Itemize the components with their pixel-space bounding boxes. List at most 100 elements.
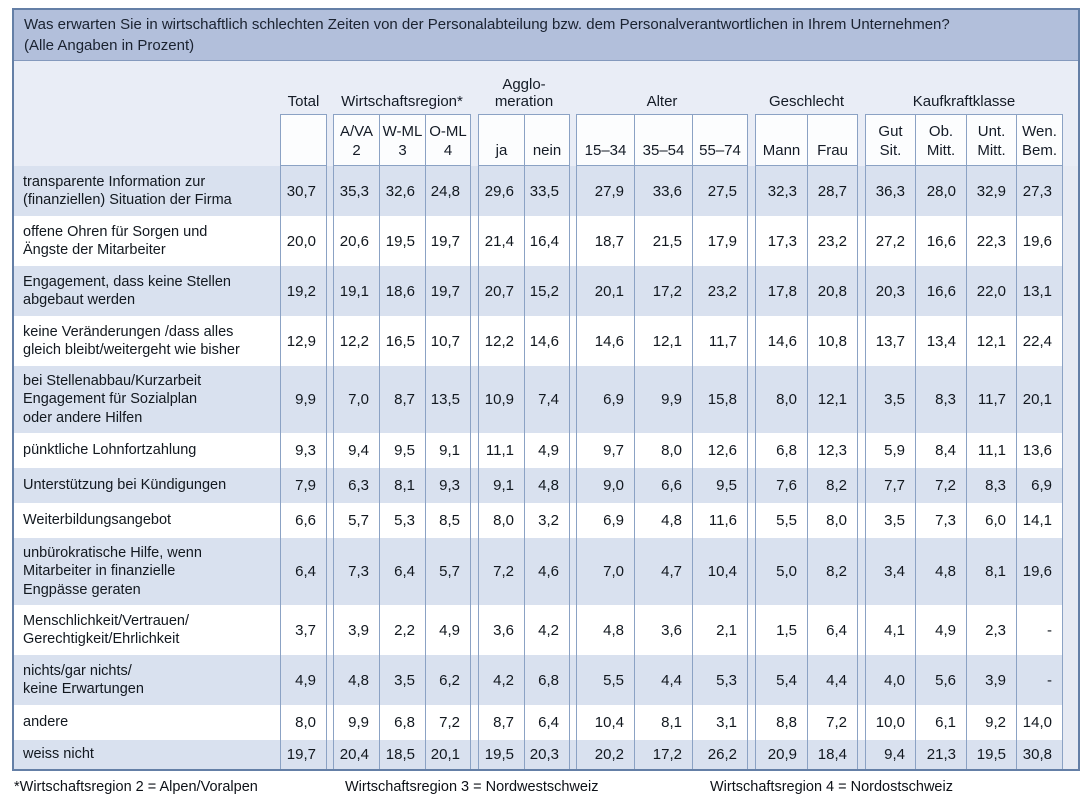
table-row: keine Veränderungen /dass alles gleich b… — [14, 316, 1078, 366]
value-cell: 5,4 — [755, 655, 807, 705]
value-cell: 5,9 — [865, 433, 915, 468]
value-cell: 19,7 — [425, 266, 471, 316]
value-cell: 20,9 — [755, 740, 807, 769]
value-cell: 6,9 — [576, 503, 634, 538]
value-cell: 36,3 — [865, 166, 915, 216]
row-label: unbürokratische Hilfe, wenn Mitarbeiter … — [23, 544, 202, 598]
table-row: pünktliche Lohnfortzahlung 9,3 9,4 9,5 9,1 11… — [14, 433, 1078, 468]
value-cell: 6,0 — [966, 503, 1016, 538]
value-cell: 17,3 — [755, 216, 807, 266]
value-cell: 8,1 — [966, 538, 1016, 605]
table-row: Engagement, dass keine Stellen abgebaut … — [14, 266, 1078, 316]
footnotes: *Wirtschaftsregion 2 = Alpen/Voralpen Wi… — [0, 779, 1082, 801]
value-cell: 6,9 — [1016, 468, 1063, 503]
right-filler-strip — [1063, 605, 1078, 655]
value-cell: 19,7 — [425, 216, 471, 266]
value-cell: 11,6 — [692, 503, 748, 538]
footnote-region4: Wirtschaftsregion 4 = Nordostschweiz — [710, 779, 953, 795]
right-filler-strip — [1063, 266, 1078, 316]
row-label: andere — [23, 714, 69, 731]
value-cell: 3,4 — [865, 538, 915, 605]
value-cell: 6,8 — [524, 655, 570, 705]
column-header-cell — [280, 114, 327, 166]
value-cell: 20,7 — [478, 266, 524, 316]
value-cell: 9,4 — [865, 740, 915, 769]
value-cell: 20,2 — [576, 740, 634, 769]
value-cell: 8,0 — [755, 366, 807, 433]
value-cell: 7,4 — [524, 366, 570, 433]
value-cell: 32,3 — [755, 166, 807, 216]
value-cell: 4,4 — [634, 655, 692, 705]
value-cell: 4,9 — [524, 433, 570, 468]
value-cell: 22,3 — [966, 216, 1016, 266]
value-cell: 11,7 — [692, 316, 748, 366]
value-cell: 7,2 — [425, 705, 471, 740]
right-filler-strip — [1063, 433, 1078, 468]
value-cell: 15,8 — [692, 366, 748, 433]
column-subheader-row: A/VA 2 W-ML 3 O-ML 4 ja nein 15–34 35–54 55–74 M… — [14, 114, 1078, 166]
value-cell: 27,9 — [576, 166, 634, 216]
value-cell: 10,7 — [425, 316, 471, 366]
column-group-label: Geschlecht — [768, 93, 845, 111]
right-filler-strip — [1063, 166, 1078, 216]
table-row: nichts/gar nichts/ keine Erwartungen 4,9 4… — [14, 655, 1078, 705]
table-row: bei Stellenabbau/Kurzarbeit Engagement f… — [14, 366, 1078, 433]
value-cell: 3,7 — [280, 605, 327, 655]
row-label: bei Stellenabbau/Kurzarbeit Engagement f… — [23, 372, 202, 426]
table-row: weiss nicht 19,7 20,4 18,5 20,1 19,5 20,3 20,2 1… — [14, 740, 1078, 769]
column-header-cell: Gut Sit. — [865, 114, 915, 166]
survey-table: Was erwarten Sie in wirtschaftlich schle… — [12, 8, 1080, 771]
row-label: Engagement, dass keine Stellen abgebaut … — [23, 273, 231, 308]
value-cell: 5,7 — [425, 538, 471, 605]
value-cell: 10,9 — [478, 366, 524, 433]
value-cell: 11,1 — [478, 433, 524, 468]
value-cell: 27,5 — [692, 166, 748, 216]
value-cell: 4,8 — [576, 605, 634, 655]
value-cell: 7,3 — [333, 538, 379, 605]
value-cell: 3,6 — [478, 605, 524, 655]
value-cell: 7,2 — [807, 705, 858, 740]
value-cell: 19,6 — [1016, 216, 1063, 266]
value-cell: 4,9 — [915, 605, 966, 655]
footnote-region2: *Wirtschaftsregion 2 = Alpen/Voralpen — [14, 779, 258, 795]
value-cell: 23,2 — [692, 266, 748, 316]
row-label: Unterstützung bei Kündigungen — [23, 477, 227, 494]
value-cell: 19,5 — [966, 740, 1016, 769]
column-header-cell: Mann — [755, 114, 807, 166]
value-cell: 10,0 — [865, 705, 915, 740]
value-cell: 20,0 — [280, 216, 327, 266]
value-cell: 23,2 — [807, 216, 858, 266]
value-cell: 3,9 — [333, 605, 379, 655]
value-cell: 8,8 — [755, 705, 807, 740]
value-cell: 2,2 — [379, 605, 425, 655]
value-cell: 14,0 — [1016, 705, 1063, 740]
value-cell: 7,7 — [865, 468, 915, 503]
column-header-cell: 15–34 — [576, 114, 634, 166]
right-filler-strip — [1063, 655, 1078, 705]
value-cell: 4,8 — [915, 538, 966, 605]
column-group-label: Alter — [646, 93, 678, 111]
value-cell: 6,8 — [379, 705, 425, 740]
value-cell: 8,3 — [966, 468, 1016, 503]
value-cell: 17,2 — [634, 740, 692, 769]
value-cell: 17,8 — [755, 266, 807, 316]
value-cell: 4,0 — [865, 655, 915, 705]
value-cell: 19,5 — [478, 740, 524, 769]
value-cell: 6,1 — [915, 705, 966, 740]
table-subtitle: (Alle Angaben in Prozent) — [24, 37, 195, 54]
right-filler-strip — [1063, 503, 1078, 538]
table-row: Weiterbildungsangebot 6,6 5,7 5,3 8,5 8,0 3,2 6… — [14, 503, 1078, 538]
value-cell: 8,3 — [915, 366, 966, 433]
value-cell: 20,3 — [524, 740, 570, 769]
value-cell: 7,2 — [915, 468, 966, 503]
value-cell: 15,2 — [524, 266, 570, 316]
value-cell: 10,4 — [576, 705, 634, 740]
value-cell: 6,4 — [807, 605, 858, 655]
value-cell: 19,7 — [280, 740, 327, 769]
value-cell: 9,1 — [478, 468, 524, 503]
value-cell: 3,6 — [634, 605, 692, 655]
table-title-bar: Was erwarten Sie in wirtschaftlich schle… — [14, 10, 1078, 61]
right-filler-strip — [1063, 366, 1078, 433]
value-cell: 22,0 — [966, 266, 1016, 316]
